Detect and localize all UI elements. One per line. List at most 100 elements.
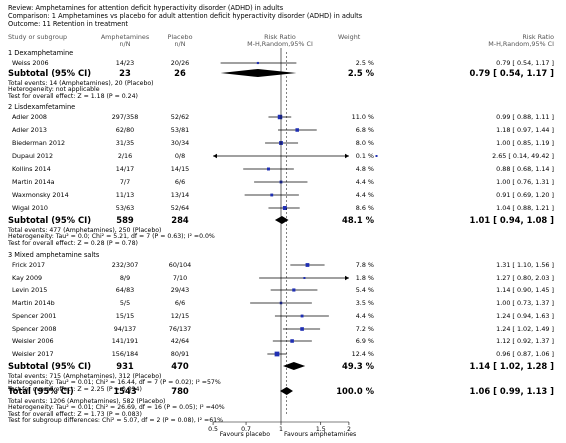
study-name: Martin 2014b bbox=[12, 299, 55, 307]
subgroup-title: 3 Mixed amphetamine salts bbox=[8, 251, 100, 259]
study-point-estimate bbox=[270, 193, 274, 197]
study-ci-text: 1.24 [ 0.94, 1.63 ] bbox=[496, 312, 554, 320]
study-ci-text: 2.65 [ 0.14, 49.42 ] bbox=[492, 152, 554, 160]
study-weight: 4.4 % bbox=[355, 312, 374, 320]
x-tick-label: 1 bbox=[279, 426, 283, 433]
subtotal-ctl-total: 284 bbox=[171, 215, 189, 225]
col-ctl-subheader: n/N bbox=[174, 40, 186, 48]
study-ctl-events: 29/43 bbox=[170, 286, 190, 294]
study-exp-events: 11/13 bbox=[115, 191, 135, 199]
study-weight: 12.4 % bbox=[351, 350, 374, 358]
summary-note: Test for overall effect: Z = 0.28 (P = 0… bbox=[8, 239, 138, 247]
subtotal-ci-text: 1.14 [ 1.02, 1.28 ] bbox=[469, 361, 555, 371]
study-name: Kollins 2014 bbox=[12, 165, 51, 173]
study-weight: 4.4 % bbox=[355, 191, 374, 199]
study-weight: 6.8 % bbox=[355, 126, 374, 134]
study-exp-events: 94/137 bbox=[113, 325, 137, 333]
summary-note: Total events: 477 (Amphetamines), 250 (P… bbox=[8, 227, 162, 234]
study-name: Levin 2015 bbox=[12, 286, 48, 294]
study-weight: 2.5 % bbox=[355, 59, 374, 67]
study-point-estimate bbox=[300, 314, 304, 318]
study-point-estimate bbox=[300, 327, 304, 331]
study-name: Frick 2017 bbox=[12, 261, 46, 269]
study-ci-text: 1.04 [ 0.88, 1.21 ] bbox=[496, 204, 554, 212]
study-ctl-events: 52/62 bbox=[170, 113, 190, 121]
study-name: Weisler 2017 bbox=[12, 350, 54, 358]
subtotal-label: Subtotal (95% CI) bbox=[8, 215, 92, 225]
outcome-title: Outcome: 11 Retention in treatment bbox=[8, 20, 128, 28]
ci-clip-arrow-right bbox=[345, 153, 349, 159]
total-ctl-total: 780 bbox=[171, 386, 189, 396]
study-ci-text: 1.27 [ 0.80, 2.03 ] bbox=[496, 274, 554, 282]
study-point-estimate bbox=[295, 128, 299, 132]
study-exp-events: 7/7 bbox=[119, 178, 131, 186]
study-point-estimate bbox=[277, 114, 283, 120]
study-ci-text: 0.79 [ 0.54, 1.17 ] bbox=[496, 59, 554, 67]
study-name: Wigal 2010 bbox=[12, 204, 48, 212]
summary-note: Test for overall effect: Z = 1.73 (P = 0… bbox=[8, 410, 142, 418]
study-ci-text: 1.00 [ 0.73, 1.37 ] bbox=[496, 299, 554, 307]
ci-clip-arrow-left bbox=[213, 153, 217, 159]
subtotal-ci-text: 0.79 [ 0.54, 1.17 ] bbox=[469, 68, 555, 78]
study-exp-events: 14/23 bbox=[115, 59, 135, 67]
study-weight: 11.0 % bbox=[351, 113, 374, 121]
study-ctl-events: 20/26 bbox=[170, 59, 190, 67]
subtotal-ctl-total: 470 bbox=[171, 361, 189, 371]
subtotal-weight: 49.3 % bbox=[342, 361, 374, 371]
study-name: Kay 2009 bbox=[12, 274, 43, 282]
col-rr-header: Risk Ratio bbox=[264, 33, 296, 41]
subtotal-label: Subtotal (95% CI) bbox=[8, 68, 92, 78]
summary-note: Heterogeneity: Tau² = 0.0; Chi² = 5.21, … bbox=[8, 233, 215, 241]
study-ci-text: 1.12 [ 0.92, 1.37 ] bbox=[496, 337, 554, 345]
total-label: Total (95% CI) bbox=[8, 386, 74, 396]
study-point-estimate bbox=[266, 167, 270, 171]
study-name: Martin 2014a bbox=[12, 178, 55, 186]
study-ctl-events: 30/34 bbox=[170, 139, 190, 147]
col-rr2-subheader: M-H,Random,95% CI bbox=[488, 40, 554, 48]
study-exp-events: 2/16 bbox=[117, 152, 133, 160]
study-exp-events: 232/307 bbox=[111, 261, 139, 269]
study-exp-events: 15/15 bbox=[115, 312, 135, 320]
subgroup-title: 2 Lisdexamfetamine bbox=[8, 103, 76, 111]
study-point-estimate bbox=[290, 339, 294, 343]
subtotal-diamond bbox=[274, 216, 289, 224]
study-ci-text: 0.88 [ 0.68, 1.14 ] bbox=[496, 165, 554, 173]
subgroup-title: 1 Dexamphetamine bbox=[8, 49, 74, 57]
study-weight: 0.1 % bbox=[355, 152, 374, 160]
study-weight: 1.8 % bbox=[355, 274, 374, 282]
summary-note: Total events: 14 (Amphetamines), 20 (Pla… bbox=[8, 80, 154, 87]
study-exp-events: 5/5 bbox=[119, 299, 131, 307]
study-weight: 7.2 % bbox=[355, 325, 374, 333]
study-name: Weisler 2006 bbox=[12, 337, 54, 345]
study-point-estimate bbox=[305, 263, 310, 267]
study-name: Spencer 2008 bbox=[12, 325, 57, 333]
study-weight: 8.0 % bbox=[355, 139, 374, 147]
study-ci-text: 1.00 [ 0.85, 1.19 ] bbox=[496, 139, 554, 147]
study-ctl-events: 6/6 bbox=[174, 299, 186, 307]
summary-note: Heterogeneity: Tau² = 0.01; Chi² = 26.69… bbox=[8, 404, 225, 412]
study-ctl-events: 14/15 bbox=[170, 165, 190, 173]
study-point-estimate bbox=[375, 155, 378, 157]
study-exp-events: 141/191 bbox=[111, 337, 139, 345]
study-ctl-events: 12/15 bbox=[170, 312, 190, 320]
review-title: Review: Amphetamines for attention defic… bbox=[8, 4, 284, 12]
subtotal-label: Subtotal (95% CI) bbox=[8, 361, 92, 371]
subtotal-diamond bbox=[282, 362, 306, 370]
subtotal-ctl-total: 26 bbox=[174, 68, 186, 78]
summary-note: Heterogeneity: not applicable bbox=[8, 86, 100, 94]
study-ctl-events: 6/6 bbox=[174, 178, 186, 186]
study-point-estimate bbox=[282, 206, 287, 210]
study-ctl-events: 0/8 bbox=[174, 152, 186, 160]
study-ci-text: 1.18 [ 0.97, 1.44 ] bbox=[496, 126, 554, 134]
study-exp-events: 64/83 bbox=[115, 286, 135, 294]
study-ctl-events: 80/91 bbox=[170, 350, 190, 358]
study-name: Biederman 2012 bbox=[12, 139, 66, 147]
study-name: Spencer 2001 bbox=[12, 312, 57, 320]
col-study-header: Study or subgroup bbox=[8, 33, 68, 41]
favours-left-label: Favours placebo bbox=[219, 431, 270, 438]
study-ctl-events: 42/64 bbox=[170, 337, 190, 345]
total-ci-text: 1.06 [ 0.99, 1.13 ] bbox=[469, 386, 555, 396]
subtotal-ci-text: 1.01 [ 0.94, 1.08 ] bbox=[469, 215, 555, 225]
study-exp-events: 31/35 bbox=[115, 139, 135, 147]
